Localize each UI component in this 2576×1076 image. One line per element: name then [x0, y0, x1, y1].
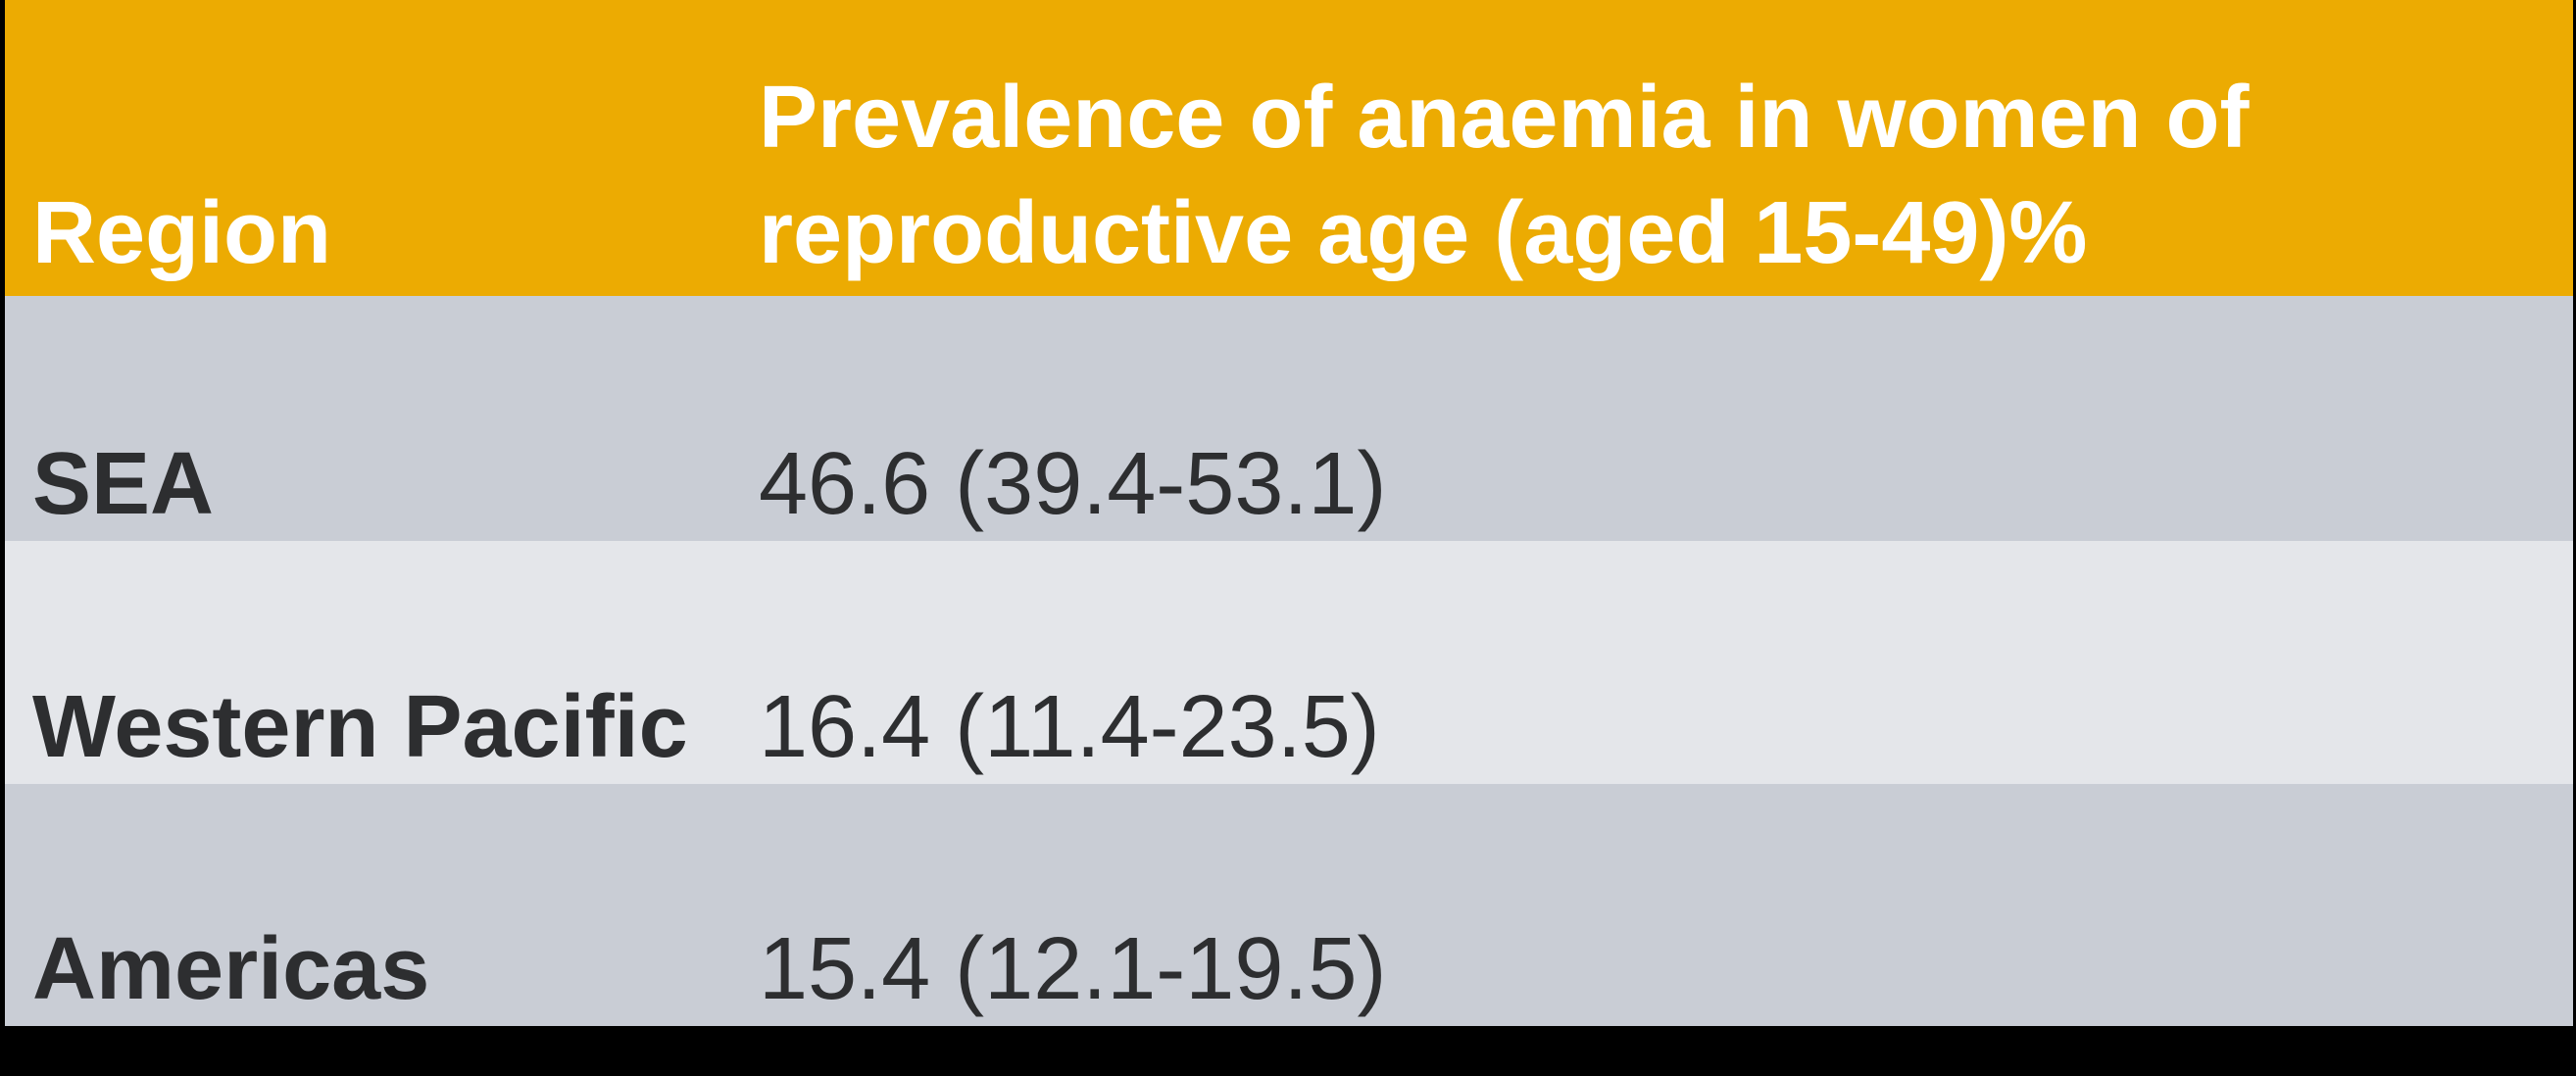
table-row-sea: SEA 46.6 (39.4-53.1) [5, 296, 2573, 541]
prevalence-value: 16.4 (11.4-23.5) [759, 678, 1380, 777]
bottom-black-bar [0, 1026, 2576, 1076]
region-name: SEA [32, 435, 215, 534]
region-cell: Western Pacific [5, 541, 735, 784]
prevalence-value: 15.4 (12.1-19.5) [759, 920, 1387, 1019]
table-row-americas: Americas 15.4 (12.1-19.5) [5, 784, 2573, 1026]
table-row-western-pacific: Western Pacific 16.4 (11.4-23.5) [5, 541, 2573, 784]
header-cell-region: Region [5, 0, 735, 296]
prevalence-cell: 16.4 (11.4-23.5) [735, 541, 2573, 784]
region-cell: Americas [5, 784, 735, 1026]
region-name: Western Pacific [32, 678, 688, 777]
prevalence-value: 46.6 (39.4-53.1) [759, 435, 1387, 534]
region-name: Americas [32, 920, 430, 1019]
table-header-row: Region Prevalence of anaemia in women of… [5, 0, 2573, 296]
header-region-label: Region [32, 184, 331, 283]
prevalence-cell: 15.4 (12.1-19.5) [735, 784, 2573, 1026]
anaemia-prevalence-table: Region Prevalence of anaemia in women of… [5, 0, 2573, 1026]
prevalence-cell: 46.6 (39.4-53.1) [735, 296, 2573, 541]
header-cell-prevalence: Prevalence of anaemia in women of reprod… [735, 0, 2573, 296]
region-cell: SEA [5, 296, 735, 541]
header-prevalence-label: Prevalence of anaemia in women of reprod… [759, 69, 2250, 283]
